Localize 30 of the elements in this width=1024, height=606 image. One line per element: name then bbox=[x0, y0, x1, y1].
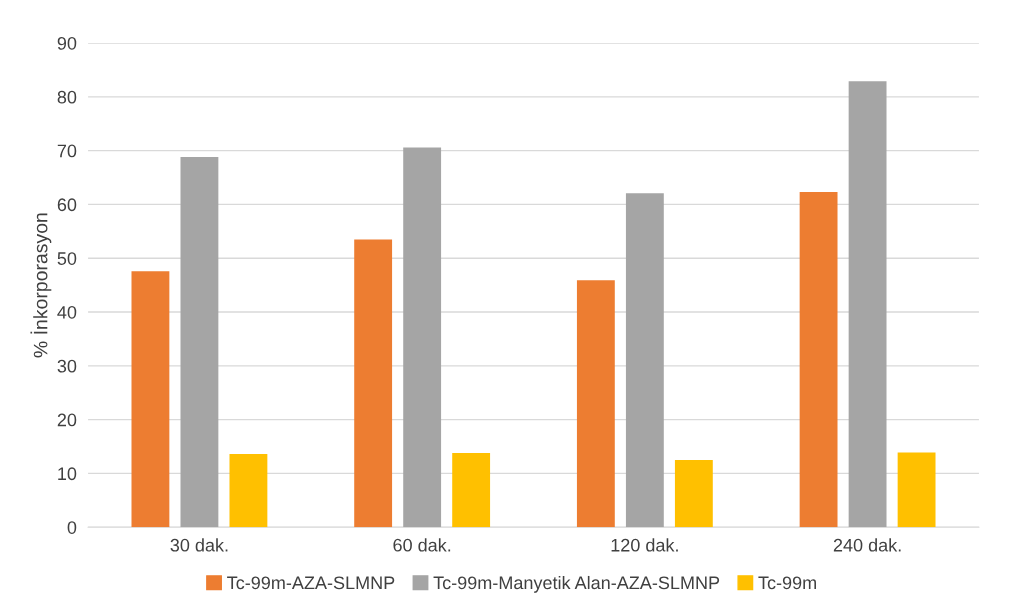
y-tick-label: 90 bbox=[57, 36, 77, 50]
x-tick-label: 240 dak. bbox=[833, 538, 901, 552]
y-tick-label: 40 bbox=[57, 305, 77, 319]
x-tick-label: 30 dak. bbox=[170, 538, 228, 552]
y-tick-label: 10 bbox=[58, 467, 77, 481]
x-tick-label: 60 dak. bbox=[393, 538, 451, 552]
y-tick-label: 0 bbox=[67, 521, 77, 534]
bar bbox=[674, 459, 713, 528]
y-tick-label: 70 bbox=[57, 144, 77, 158]
bar bbox=[848, 81, 887, 528]
y-tick-label: 30 bbox=[57, 359, 77, 373]
bar bbox=[131, 271, 170, 528]
bar bbox=[897, 452, 936, 528]
legend-label: Tc-99m-Manyetik Alan-AZA-SLMNP bbox=[433, 575, 720, 593]
y-tick-label: 80 bbox=[57, 90, 77, 104]
bar bbox=[229, 454, 268, 528]
bar bbox=[625, 193, 664, 528]
bar bbox=[576, 280, 615, 528]
y-tick-label: 20 bbox=[57, 413, 77, 427]
x-tick-label: 120 dak. bbox=[611, 538, 678, 552]
bar bbox=[799, 192, 838, 528]
legend-label: Tc-99m-AZA-SLMNP bbox=[227, 576, 395, 590]
bar bbox=[403, 147, 442, 528]
legend-label: Tc-99m bbox=[758, 576, 816, 590]
bar bbox=[180, 157, 219, 528]
bar bbox=[452, 452, 491, 528]
y-axis-title: % İnkorporasyon bbox=[30, 213, 52, 358]
y-tick-label: 60 bbox=[57, 198, 77, 212]
bar bbox=[354, 239, 393, 528]
y-tick-label: 50 bbox=[57, 252, 77, 265]
